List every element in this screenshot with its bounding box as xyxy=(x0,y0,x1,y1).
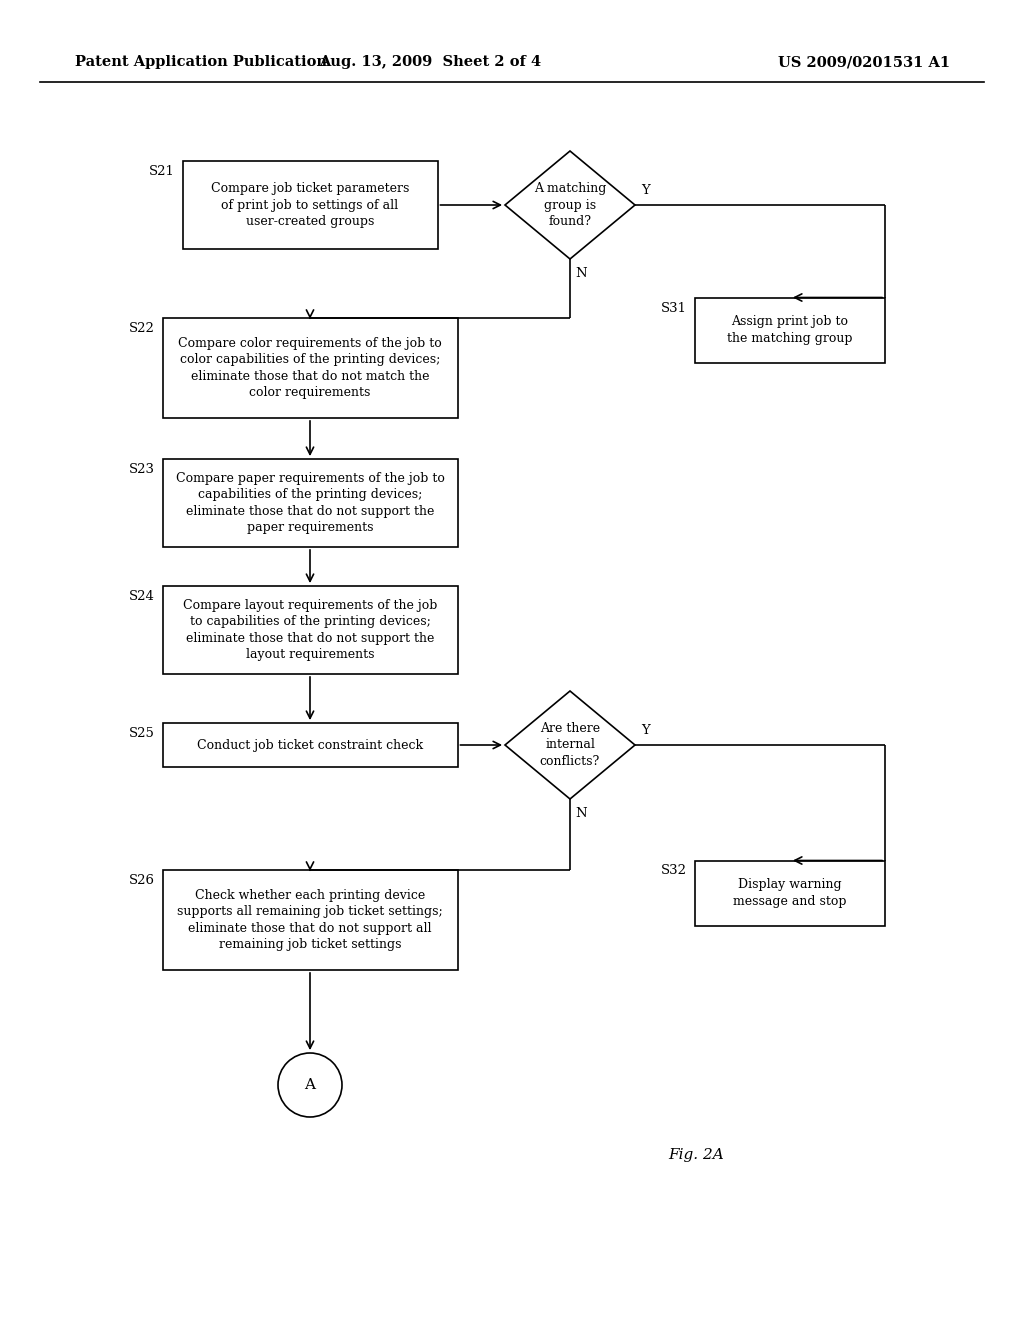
Text: A matching
group is
found?: A matching group is found? xyxy=(534,182,606,228)
Circle shape xyxy=(278,1053,342,1117)
Text: N: N xyxy=(575,807,587,820)
Text: US 2009/0201531 A1: US 2009/0201531 A1 xyxy=(778,55,950,69)
Text: Are there
internal
conflicts?: Are there internal conflicts? xyxy=(540,722,600,768)
Bar xyxy=(163,723,458,767)
Text: Compare paper requirements of the job to
capabilities of the printing devices;
e: Compare paper requirements of the job to… xyxy=(175,471,444,535)
Text: N: N xyxy=(575,267,587,280)
Text: S23: S23 xyxy=(128,463,155,477)
Text: Compare color requirements of the job to
color capabilities of the printing devi: Compare color requirements of the job to… xyxy=(178,337,442,399)
Polygon shape xyxy=(505,150,635,259)
Bar xyxy=(163,318,458,418)
Text: Conduct job ticket constraint check: Conduct job ticket constraint check xyxy=(197,738,423,751)
Text: Fig. 2A: Fig. 2A xyxy=(668,1148,724,1162)
Bar xyxy=(163,870,458,970)
Text: Compare job ticket parameters
of print job to settings of all
user-created group: Compare job ticket parameters of print j… xyxy=(211,182,410,228)
Bar xyxy=(182,161,437,249)
Bar xyxy=(163,586,458,675)
Bar xyxy=(163,459,458,546)
Text: Aug. 13, 2009  Sheet 2 of 4: Aug. 13, 2009 Sheet 2 of 4 xyxy=(318,55,541,69)
Text: S25: S25 xyxy=(129,727,155,741)
Text: Check whether each printing device
supports all remaining job ticket settings;
e: Check whether each printing device suppo… xyxy=(177,888,442,952)
Bar xyxy=(695,297,885,363)
Bar xyxy=(695,861,885,925)
Text: S24: S24 xyxy=(129,590,155,603)
Text: A: A xyxy=(304,1078,315,1092)
Text: S31: S31 xyxy=(662,301,687,314)
Text: S22: S22 xyxy=(129,322,155,335)
Text: Y: Y xyxy=(641,723,650,737)
Text: S26: S26 xyxy=(128,874,155,887)
Text: Y: Y xyxy=(641,183,650,197)
Text: S32: S32 xyxy=(662,865,687,878)
Text: Display warning
message and stop: Display warning message and stop xyxy=(733,878,847,908)
Text: S21: S21 xyxy=(148,165,174,178)
Polygon shape xyxy=(505,690,635,799)
Text: Patent Application Publication: Patent Application Publication xyxy=(75,55,327,69)
Text: Compare layout requirements of the job
to capabilities of the printing devices;
: Compare layout requirements of the job t… xyxy=(183,599,437,661)
Text: Assign print job to
the matching group: Assign print job to the matching group xyxy=(727,315,853,345)
